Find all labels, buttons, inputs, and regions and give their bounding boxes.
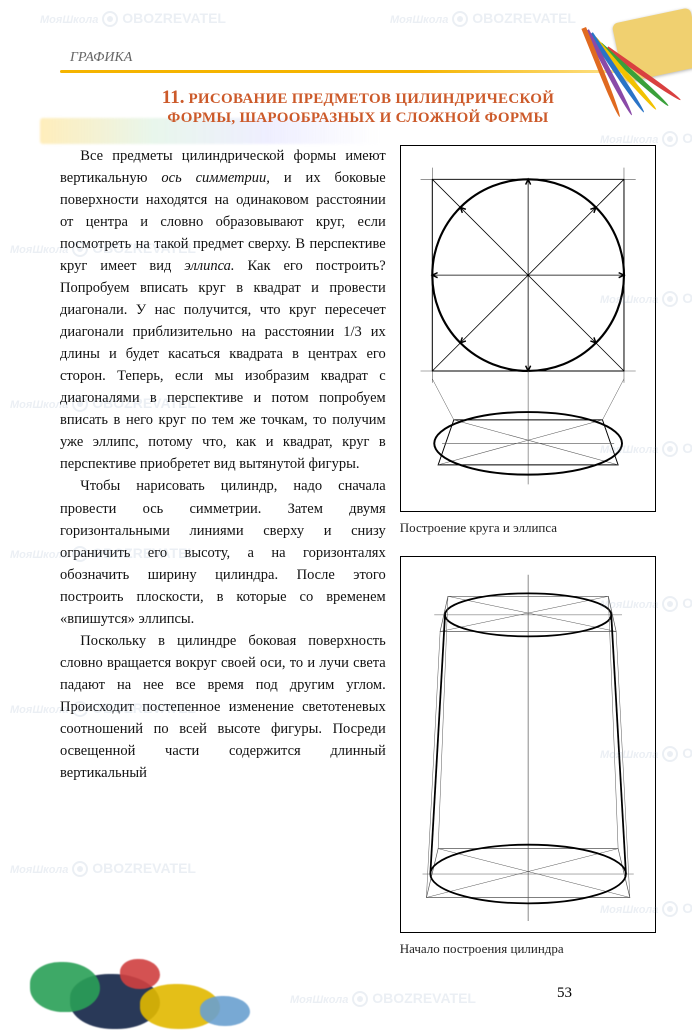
paragraph-3: Поскольку в цилиндре боковая поверхность… [60, 630, 386, 784]
paint-blot [120, 959, 160, 989]
term-ellipse: эллипса. [184, 258, 234, 274]
chapter-number: 11. [162, 87, 185, 108]
figure-2-caption: Начало построения цилиндра [400, 941, 656, 957]
section-rule [60, 70, 656, 73]
figure-2-box [400, 556, 656, 933]
figures-column: Построение круга и эллипса Начало постро… [400, 145, 656, 977]
chapter-heading: 11. РИСОВАНИЕ ПРЕДМЕТОВ ЦИЛИНДРИЧЕСКОЙ Ф… [60, 87, 656, 127]
figure-cylinder [401, 557, 655, 927]
chapter-title-line2: ФОРМЫ, ШАРООБРАЗНЫХ И СЛОЖНОЙ ФОРМЫ [167, 110, 548, 126]
figure-1-box [400, 145, 656, 512]
paint-blot [30, 962, 100, 1012]
chapter-title-line1: РИСОВАНИЕ ПРЕДМЕТОВ ЦИЛИНДРИЧЕСКОЙ [188, 91, 554, 107]
paint-splash-decoration [10, 954, 270, 1034]
content-columns: Все предметы цилиндрической формы имеют … [60, 145, 656, 977]
paint-blot [200, 996, 250, 1026]
paragraph-1: Все предметы цилиндрической формы имеют … [60, 145, 386, 475]
figure-circle-ellipse [401, 146, 655, 506]
page-number: 53 [557, 985, 572, 1002]
term-symmetry-axis: ось симметрии, [161, 170, 270, 186]
body-text-column: Все предметы цилиндрической формы имеют … [60, 145, 386, 977]
textbook-page: ГРАФИКА 11. РИСОВАНИЕ ПРЕДМЕТОВ ЦИЛИНДРИ… [0, 0, 692, 1024]
pencils-decoration [562, 0, 692, 70]
paragraph-2: Чтобы нарисовать цилиндр, надо сначала п… [60, 475, 386, 629]
figure-1-caption: Построение круга и эллипса [400, 520, 656, 536]
